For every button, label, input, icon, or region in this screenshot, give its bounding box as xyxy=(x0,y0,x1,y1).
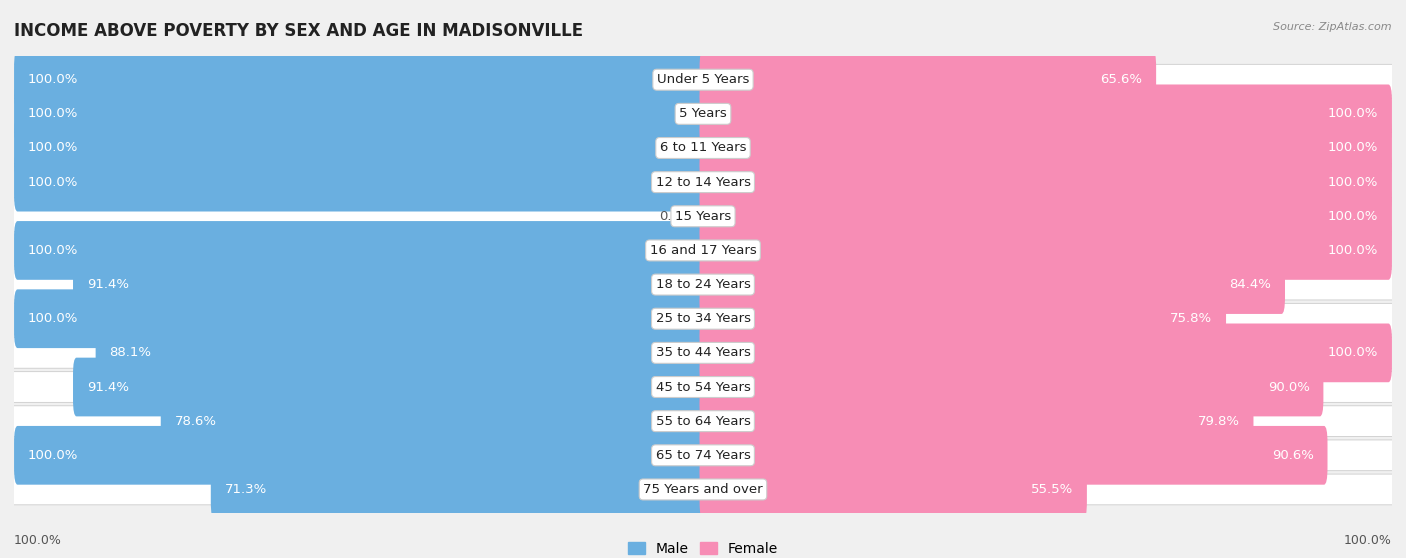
FancyBboxPatch shape xyxy=(11,372,1395,402)
Text: 100.0%: 100.0% xyxy=(28,312,79,325)
Text: Source: ZipAtlas.com: Source: ZipAtlas.com xyxy=(1274,22,1392,32)
Text: 75 Years and over: 75 Years and over xyxy=(643,483,763,496)
Text: 65 to 74 Years: 65 to 74 Years xyxy=(655,449,751,462)
FancyBboxPatch shape xyxy=(14,426,706,485)
Text: 100.0%: 100.0% xyxy=(1327,142,1378,155)
Text: 100.0%: 100.0% xyxy=(1344,534,1392,547)
FancyBboxPatch shape xyxy=(11,269,1395,300)
Text: 75.8%: 75.8% xyxy=(1170,312,1212,325)
Text: 100.0%: 100.0% xyxy=(1327,176,1378,189)
FancyBboxPatch shape xyxy=(96,324,706,382)
FancyBboxPatch shape xyxy=(700,290,1226,348)
FancyBboxPatch shape xyxy=(14,50,706,109)
Text: 88.1%: 88.1% xyxy=(110,347,152,359)
Text: 71.3%: 71.3% xyxy=(225,483,267,496)
Text: 91.4%: 91.4% xyxy=(87,381,129,393)
FancyBboxPatch shape xyxy=(11,133,1395,163)
FancyBboxPatch shape xyxy=(211,460,706,519)
FancyBboxPatch shape xyxy=(700,119,1392,177)
FancyBboxPatch shape xyxy=(700,221,1392,280)
FancyBboxPatch shape xyxy=(700,187,1392,246)
Text: 15 Years: 15 Years xyxy=(675,210,731,223)
FancyBboxPatch shape xyxy=(14,290,706,348)
FancyBboxPatch shape xyxy=(700,358,1323,416)
Text: 79.8%: 79.8% xyxy=(1198,415,1240,427)
FancyBboxPatch shape xyxy=(700,50,1156,109)
FancyBboxPatch shape xyxy=(700,255,1285,314)
Text: 100.0%: 100.0% xyxy=(1327,347,1378,359)
FancyBboxPatch shape xyxy=(11,201,1395,232)
Legend: Male, Female: Male, Female xyxy=(623,536,783,558)
Text: 100.0%: 100.0% xyxy=(28,142,79,155)
FancyBboxPatch shape xyxy=(11,338,1395,368)
Text: Under 5 Years: Under 5 Years xyxy=(657,73,749,86)
Text: 0.0%: 0.0% xyxy=(659,210,693,223)
Text: 45 to 54 Years: 45 to 54 Years xyxy=(655,381,751,393)
FancyBboxPatch shape xyxy=(11,167,1395,198)
Text: 35 to 44 Years: 35 to 44 Years xyxy=(655,347,751,359)
Text: 100.0%: 100.0% xyxy=(1327,210,1378,223)
FancyBboxPatch shape xyxy=(700,153,1392,211)
Text: 78.6%: 78.6% xyxy=(174,415,217,427)
Text: 100.0%: 100.0% xyxy=(1327,244,1378,257)
FancyBboxPatch shape xyxy=(700,84,1392,143)
Text: 91.4%: 91.4% xyxy=(87,278,129,291)
Text: 18 to 24 Years: 18 to 24 Years xyxy=(655,278,751,291)
Text: 65.6%: 65.6% xyxy=(1101,73,1143,86)
Text: 5 Years: 5 Years xyxy=(679,107,727,121)
Text: 100.0%: 100.0% xyxy=(28,449,79,462)
Text: 100.0%: 100.0% xyxy=(14,534,62,547)
FancyBboxPatch shape xyxy=(14,153,706,211)
FancyBboxPatch shape xyxy=(700,460,1087,519)
Text: INCOME ABOVE POVERTY BY SEX AND AGE IN MADISONVILLE: INCOME ABOVE POVERTY BY SEX AND AGE IN M… xyxy=(14,22,583,40)
FancyBboxPatch shape xyxy=(11,98,1395,129)
Text: 100.0%: 100.0% xyxy=(28,176,79,189)
Text: 16 and 17 Years: 16 and 17 Years xyxy=(650,244,756,257)
FancyBboxPatch shape xyxy=(14,221,706,280)
Text: 25 to 34 Years: 25 to 34 Years xyxy=(655,312,751,325)
Text: 55 to 64 Years: 55 to 64 Years xyxy=(655,415,751,427)
FancyBboxPatch shape xyxy=(14,119,706,177)
Text: 100.0%: 100.0% xyxy=(28,244,79,257)
FancyBboxPatch shape xyxy=(700,392,1254,450)
Text: 6 to 11 Years: 6 to 11 Years xyxy=(659,142,747,155)
Text: 90.6%: 90.6% xyxy=(1272,449,1313,462)
FancyBboxPatch shape xyxy=(11,235,1395,266)
FancyBboxPatch shape xyxy=(11,474,1395,505)
FancyBboxPatch shape xyxy=(14,84,706,143)
FancyBboxPatch shape xyxy=(11,440,1395,471)
FancyBboxPatch shape xyxy=(73,255,706,314)
FancyBboxPatch shape xyxy=(160,392,706,450)
Text: 100.0%: 100.0% xyxy=(1327,107,1378,121)
Text: 84.4%: 84.4% xyxy=(1229,278,1271,291)
FancyBboxPatch shape xyxy=(11,406,1395,436)
FancyBboxPatch shape xyxy=(73,358,706,416)
Text: 90.0%: 90.0% xyxy=(1268,381,1309,393)
Text: 100.0%: 100.0% xyxy=(28,73,79,86)
Text: 55.5%: 55.5% xyxy=(1031,483,1073,496)
FancyBboxPatch shape xyxy=(700,324,1392,382)
Text: 100.0%: 100.0% xyxy=(28,107,79,121)
FancyBboxPatch shape xyxy=(700,426,1327,485)
FancyBboxPatch shape xyxy=(11,64,1395,95)
Text: 12 to 14 Years: 12 to 14 Years xyxy=(655,176,751,189)
FancyBboxPatch shape xyxy=(11,304,1395,334)
